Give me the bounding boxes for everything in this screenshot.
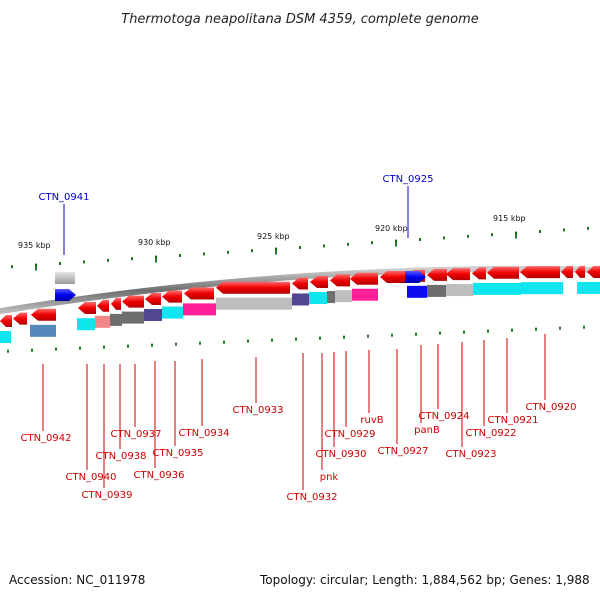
gene-label: CTN_0925 [382, 174, 433, 185]
map-title: Thermotoga neapolitana DSM 4359, complet… [121, 12, 479, 27]
feature-band [0, 281, 600, 344]
gene-arrow-reverse [561, 265, 573, 278]
scale-label: 915 kbp [493, 214, 526, 223]
gene-label: CTN_0939 [81, 490, 132, 501]
gene-arrow-reverse [0, 314, 12, 327]
gene-arrow-reverse [216, 281, 290, 294]
scale-labels: 935 kbp 930 kbp 925 kbp 920 kbp 915 kbp [18, 214, 526, 250]
gene-label: panB [414, 425, 440, 436]
gene-label: CTN_0932 [286, 492, 337, 503]
feature-block [577, 281, 600, 294]
gene-arrow-reverse [162, 290, 182, 303]
feature-block [122, 311, 144, 324]
genome-backbone [0, 265, 600, 315]
gene-label: CTN_0933 [232, 405, 283, 416]
feature-block [335, 290, 352, 303]
gene-label: CTN_0922 [465, 428, 516, 439]
gene-arrow-reverse [145, 292, 161, 305]
gene-arrow-reverse [380, 271, 406, 284]
feature-block [352, 288, 378, 301]
gene-track [0, 265, 600, 327]
gene-arrow-reverse [330, 274, 350, 287]
gene-arrow-reverse [122, 295, 144, 308]
gene-label: CTN_0936 [133, 470, 184, 481]
feature-block [446, 284, 473, 297]
gene-label: CTN_0934 [178, 428, 229, 439]
gene-label: CTN_0940 [65, 472, 116, 483]
gene-arrow-reverse [78, 302, 96, 315]
genome-summary-text: Topology: circular; Length: 1,884,562 bp… [260, 573, 590, 587]
gene-label: CTN_0937 [110, 429, 161, 440]
feature-block [473, 282, 521, 295]
feature-block [183, 303, 216, 316]
feature-block [162, 306, 183, 319]
gene-arrow-reverse [427, 268, 447, 281]
gene-arrow-reverse [587, 265, 600, 278]
gene-label: CTN_0942 [20, 433, 71, 444]
gene-label: CTN_0920 [525, 402, 576, 413]
gene-arrow-reverse [520, 266, 560, 279]
gene-arrow-reverse [472, 267, 486, 280]
gene-label: pnk [320, 472, 339, 483]
gene-label: CTN_0921 [487, 415, 538, 426]
gene-arrow-reverse [487, 266, 519, 279]
gene-arrow-reverse [292, 277, 308, 290]
gene-arrow-reverse [446, 268, 470, 281]
gene-arrow-reverse [31, 308, 56, 321]
gene-label: CTN_0930 [315, 449, 366, 460]
gene-arrow-reverse [97, 299, 109, 312]
gene-arrow-reverse [310, 275, 328, 288]
feature-block [292, 293, 309, 306]
feature-block [216, 297, 292, 310]
feature-block [30, 324, 56, 337]
feature-block [327, 291, 335, 304]
scale-label: 930 kbp [138, 238, 171, 247]
label-leaders [42, 186, 546, 490]
gene-labels: CTN_0941 CTN_0925 CTN_0942 CTN_0940 CTN_0939… [20, 174, 576, 503]
gene-arrow-reverse [350, 272, 378, 285]
scale-label: 920 kbp [375, 224, 408, 233]
gene-arrow-reverse [13, 312, 27, 325]
feature-block [427, 284, 446, 297]
scale-label: 935 kbp [18, 241, 51, 250]
scale-label: 925 kbp [257, 232, 290, 241]
gene-arrow-forward [55, 289, 76, 301]
feature-block [77, 318, 95, 331]
gene-label: CTN_0935 [152, 448, 203, 459]
gene-label: ruvB [360, 415, 383, 426]
feature-block [309, 292, 327, 305]
feature-block [110, 313, 122, 326]
gene-arrow-forward [405, 271, 426, 283]
gene-label: CTN_0923 [445, 449, 496, 460]
feature-block [144, 308, 162, 321]
gene-label: CTN_0924 [418, 411, 469, 422]
gene-label: CTN_0927 [377, 446, 428, 457]
gene-arrow-reverse [575, 265, 585, 278]
gene-arrow-reverse [184, 287, 214, 300]
gene-label: CTN_0938 [95, 451, 146, 462]
gene-feature-gray [55, 272, 75, 284]
gene-label: CTN_0929 [324, 429, 375, 440]
feature-block [521, 282, 563, 295]
feature-block [407, 285, 427, 298]
scale-ticks [7, 226, 589, 353]
gene-arrow-reverse [111, 297, 121, 310]
feature-block [95, 315, 110, 328]
feature-block [0, 331, 11, 344]
accession-text: Accession: NC_011978 [9, 573, 146, 587]
gene-label: CTN_0941 [38, 192, 89, 203]
